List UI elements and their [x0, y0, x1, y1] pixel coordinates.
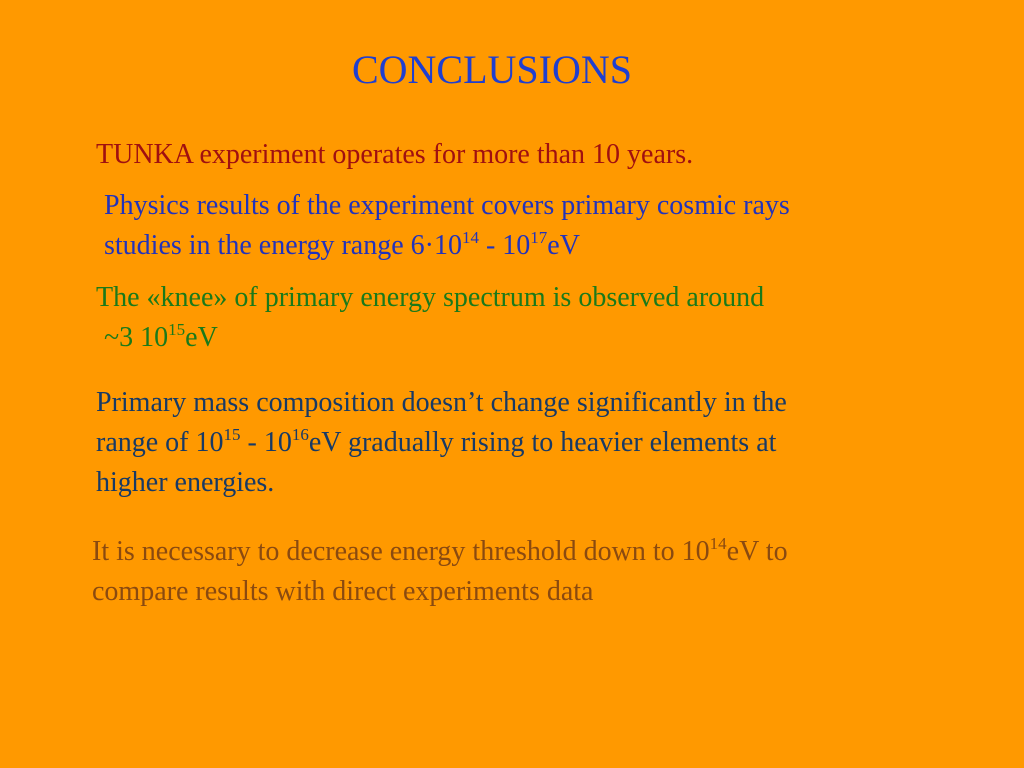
mass-text-a: range of 10	[96, 427, 224, 458]
knee-text-a: ~3 10	[104, 322, 169, 353]
conclusion-operation-line-1: TUNKA experiment operates for more than …	[96, 139, 694, 170]
knee-unit: eV	[185, 322, 218, 353]
threshold-text-a: It is necessary to decrease energy thres…	[92, 536, 710, 567]
conclusion-threshold: It is necessary to decrease energy thres…	[92, 532, 788, 612]
conclusion-energy-range-line-1: Physics results of the experiment covers…	[104, 190, 790, 221]
conclusion-threshold-line-1: It is necessary to decrease energy thres…	[92, 532, 788, 572]
energy-range-text-b: - 10	[478, 230, 531, 261]
energy-range-exponent-a: 14	[461, 228, 479, 247]
conclusion-energy-range: Physics results of the experiment covers…	[104, 186, 790, 266]
conclusion-mass-composition-line-1: Primary mass composition doesn’t change …	[96, 387, 787, 418]
mass-text-c: eV gradually rising to heavier elements …	[308, 427, 777, 458]
energy-range-unit: eV	[547, 230, 580, 261]
threshold-text-b: eV to	[726, 536, 788, 567]
mass-exponent-b: 16	[291, 425, 309, 444]
conclusion-knee: The «knee» of primary energy spectrum is…	[96, 278, 764, 358]
mass-exponent-a: 15	[223, 425, 241, 444]
conclusion-energy-range-line-2: studies in the energy range 6·1014 - 101…	[104, 226, 790, 266]
conclusion-knee-line-1: The «knee» of primary energy spectrum is…	[96, 282, 765, 313]
conclusion-knee-line-2: ~3 1015eV	[96, 318, 764, 358]
mass-text-b: - 10	[240, 427, 292, 458]
threshold-exponent: 14	[709, 534, 727, 553]
energy-range-text-a: studies in the energy range 6·10	[104, 230, 462, 261]
conclusion-mass-composition-line-3: higher energies.	[96, 467, 275, 498]
conclusion-threshold-line-2: compare results with direct experiments …	[92, 576, 594, 607]
conclusion-mass-composition-line-2: range of 1015 - 1016eV gradually rising …	[96, 423, 787, 463]
energy-range-exponent-b: 17	[530, 228, 548, 247]
slide-title: CONCLUSIONS	[351, 47, 633, 92]
knee-exponent: 15	[168, 320, 186, 339]
conclusion-mass-composition: Primary mass composition doesn’t change …	[96, 383, 787, 503]
conclusion-operation: TUNKA experiment operates for more than …	[96, 135, 693, 175]
